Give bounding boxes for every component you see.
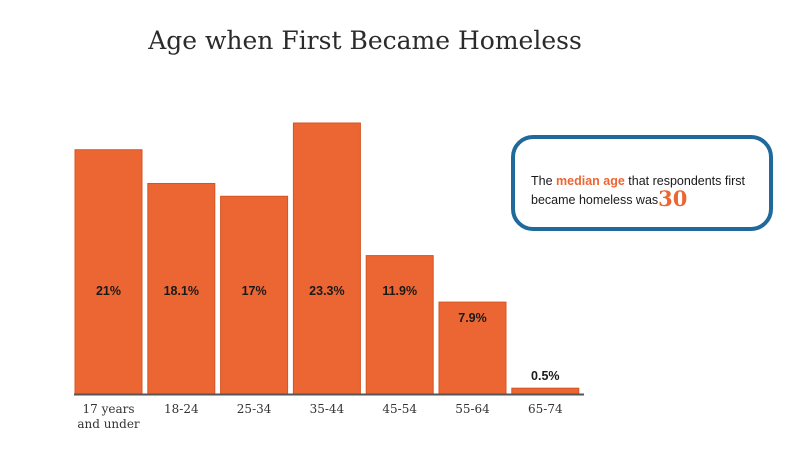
data-label-6: 7.9% — [458, 311, 487, 325]
median-age-callout: The median age that respondents first be… — [511, 135, 773, 231]
x-tick-label-2: 18-24 — [164, 402, 199, 416]
x-tick-label-6: 55-64 — [455, 402, 490, 416]
x-tick-label-5: 45-54 — [382, 402, 417, 416]
callout-text-before: The — [531, 174, 557, 188]
bar-2 — [147, 182, 216, 395]
callout-text-after: that respondents first became homeless w… — [531, 174, 745, 207]
bar-3 — [220, 195, 289, 395]
bar-6 — [438, 301, 507, 395]
data-label-2: 18.1% — [164, 284, 199, 298]
x-tick-label-1: 17 years and under — [77, 402, 140, 431]
data-label-4: 23.3% — [309, 284, 344, 298]
bar-5 — [365, 255, 434, 395]
callout-highlight: median age — [556, 174, 625, 188]
data-label-1: 21% — [96, 284, 121, 298]
data-label-5: 11.9% — [382, 284, 417, 298]
data-label-7: 0.5% — [531, 369, 560, 383]
callout-median-value: 30 — [658, 186, 688, 211]
x-tick-label-4: 35-44 — [310, 402, 345, 416]
data-label-3: 17% — [242, 284, 267, 298]
x-tick-label-7: 65-74 — [528, 402, 563, 416]
bar-1 — [74, 149, 143, 395]
bar-7 — [511, 387, 580, 395]
chart-title: Age when First Became Homeless — [148, 26, 582, 55]
x-tick-label-3: 25-34 — [237, 402, 272, 416]
bar-4 — [292, 122, 361, 395]
callout-text: The median age that respondents first be… — [531, 173, 767, 209]
